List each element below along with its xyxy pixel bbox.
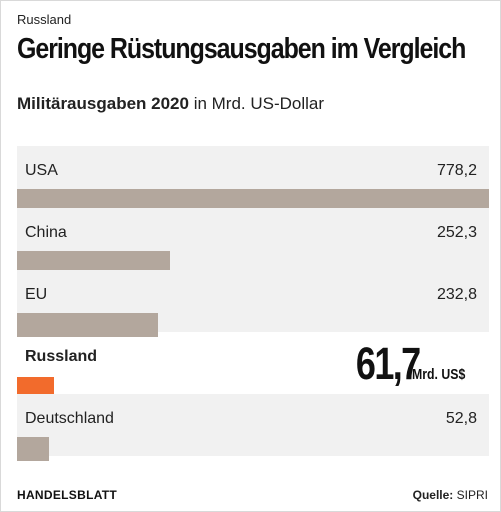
- category-label: EU: [25, 286, 48, 303]
- chart-title: Geringe Rüstungsausgaben im Vergleich: [17, 33, 466, 65]
- brand-label: HANDELSBLATT: [17, 488, 118, 502]
- bar-row-eu: EU 232,8: [17, 270, 489, 337]
- category-label: USA: [25, 162, 58, 179]
- kicker: Russland: [17, 12, 72, 27]
- value-label: 52,8: [445, 410, 477, 427]
- highlight-value: 61,7Mrd. US$: [340, 338, 477, 390]
- category-label: Deutschland: [25, 410, 114, 427]
- value-label: 778,2: [436, 162, 477, 179]
- bar-row-deutschland: Deutschland 52,8: [17, 394, 489, 461]
- category-label: China: [25, 224, 67, 241]
- source-value: SIPRI: [456, 488, 488, 502]
- subtitle-bold: Militärausgaben 2020: [17, 94, 189, 113]
- source-label: Quelle:: [412, 488, 454, 502]
- bar-row-china: China 252,3: [17, 208, 489, 275]
- chart-subtitle: Militärausgaben 2020 in Mrd. US-Dollar: [17, 94, 324, 114]
- source-note: Quelle: SIPRI: [413, 488, 488, 502]
- bar: [17, 313, 158, 337]
- category-label: Russland: [25, 348, 98, 365]
- subtitle-rest: in Mrd. US-Dollar: [188, 94, 325, 113]
- bar-row-russland: Russland 61,7Mrd. US$: [17, 332, 489, 401]
- bar: [17, 437, 49, 461]
- value-unit: Mrd. US$: [411, 366, 466, 383]
- value-label: 61,7: [356, 338, 421, 389]
- value-label: 232,8: [436, 286, 477, 303]
- bar-row-usa: USA 778,2: [17, 146, 489, 213]
- value-label: 252,3: [436, 224, 477, 241]
